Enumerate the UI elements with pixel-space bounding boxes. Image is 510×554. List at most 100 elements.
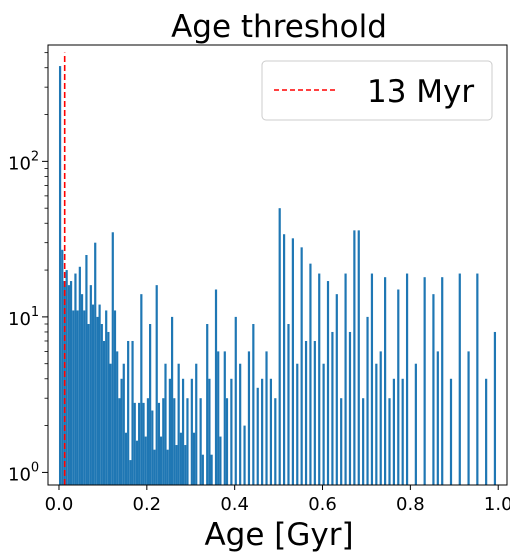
bar-52 bbox=[173, 398, 176, 485]
bar-79 bbox=[261, 378, 264, 485]
bar-33 bbox=[131, 340, 134, 485]
y-tick-label-2: 102 bbox=[8, 149, 39, 174]
bar-9 bbox=[78, 266, 81, 485]
y-axis: 100 101 102 bbox=[8, 52, 48, 485]
bar-62 bbox=[199, 398, 202, 485]
bar-0 bbox=[58, 66, 62, 485]
legend-label-13myr: 13 Myr bbox=[367, 74, 474, 110]
bar-34 bbox=[133, 402, 136, 485]
bar-45 bbox=[157, 402, 161, 485]
legend: 13 Myr bbox=[261, 60, 493, 121]
bar-77 bbox=[252, 324, 255, 485]
bar-53 bbox=[175, 445, 178, 485]
bar-48 bbox=[164, 363, 167, 485]
bar-112 bbox=[405, 273, 409, 485]
bars-group bbox=[58, 66, 497, 485]
bar-75 bbox=[243, 425, 246, 485]
x-tick-label-5: 1.0 bbox=[484, 494, 510, 515]
bar-107 bbox=[384, 277, 387, 485]
legend-box bbox=[261, 60, 493, 121]
bar-36 bbox=[138, 402, 141, 485]
bar-18 bbox=[98, 304, 101, 485]
bar-21 bbox=[105, 310, 108, 485]
bar-58 bbox=[186, 398, 189, 485]
bar-113 bbox=[414, 363, 417, 485]
x-tick-label-1: 0.2 bbox=[133, 494, 162, 515]
bar-86 bbox=[291, 238, 294, 485]
bar-116 bbox=[436, 351, 439, 485]
bar-26 bbox=[116, 351, 119, 485]
bar-88 bbox=[300, 247, 303, 485]
bar-91 bbox=[313, 340, 316, 485]
bar-67 bbox=[214, 289, 218, 485]
bar-54 bbox=[177, 363, 180, 485]
bar-92 bbox=[318, 273, 321, 485]
bar-83 bbox=[278, 208, 281, 485]
bar-23 bbox=[109, 363, 112, 485]
bar-13 bbox=[87, 324, 90, 485]
bar-74 bbox=[239, 363, 242, 485]
bar-109 bbox=[392, 378, 395, 485]
bar-121 bbox=[476, 273, 479, 485]
bar-46 bbox=[160, 436, 163, 485]
bar-1 bbox=[61, 249, 64, 485]
bar-117 bbox=[441, 277, 444, 485]
bar-41 bbox=[149, 324, 152, 485]
bar-28 bbox=[120, 378, 123, 485]
bar-57 bbox=[184, 445, 187, 485]
plot-area bbox=[47, 44, 508, 486]
bar-22 bbox=[107, 331, 110, 485]
bar-63 bbox=[201, 454, 204, 485]
bar-71 bbox=[225, 398, 229, 485]
bar-80 bbox=[265, 351, 268, 485]
bar-7 bbox=[74, 273, 77, 485]
bar-73 bbox=[234, 316, 237, 485]
bar-68 bbox=[217, 351, 220, 485]
bar-40 bbox=[146, 398, 150, 485]
x-tick-label-4: 0.8 bbox=[396, 494, 425, 515]
bar-111 bbox=[401, 378, 404, 485]
bar-118 bbox=[449, 378, 453, 485]
bar-31 bbox=[127, 340, 130, 485]
bar-8 bbox=[76, 310, 79, 485]
bar-29 bbox=[122, 363, 125, 485]
y-tick-label-1: 101 bbox=[8, 305, 39, 330]
bar-6 bbox=[72, 310, 75, 485]
bar-42 bbox=[151, 410, 154, 485]
bar-64 bbox=[206, 324, 209, 485]
bar-123 bbox=[493, 331, 497, 485]
bar-81 bbox=[269, 378, 273, 485]
bar-115 bbox=[432, 294, 435, 485]
bar-108 bbox=[388, 398, 391, 485]
bar-90 bbox=[309, 263, 312, 485]
bar-93 bbox=[322, 363, 325, 485]
bar-27 bbox=[118, 398, 121, 485]
x-axis-label: Age [Gyr] bbox=[204, 517, 353, 553]
bar-49 bbox=[166, 449, 169, 485]
bar-105 bbox=[375, 363, 378, 485]
x-tick-label-2: 0.4 bbox=[220, 494, 249, 515]
x-tick-label-0: 0.0 bbox=[45, 494, 74, 515]
bar-38 bbox=[142, 402, 145, 485]
bar-50 bbox=[168, 378, 171, 485]
bar-98 bbox=[344, 273, 347, 485]
bar-72 bbox=[230, 378, 233, 485]
bar-15 bbox=[91, 304, 95, 485]
bar-17 bbox=[96, 316, 99, 485]
bar-87 bbox=[296, 363, 299, 485]
bar-104 bbox=[370, 273, 374, 485]
bar-96 bbox=[335, 294, 338, 485]
bar-78 bbox=[256, 387, 259, 485]
x-axis: 0.0 0.2 0.4 0.6 0.8 1.0 bbox=[45, 485, 510, 515]
plot-frame bbox=[47, 44, 508, 486]
bar-103 bbox=[366, 316, 369, 485]
bar-35 bbox=[135, 440, 139, 485]
bar-122 bbox=[485, 378, 488, 485]
bar-51 bbox=[170, 316, 174, 485]
bar-5 bbox=[69, 281, 73, 485]
bar-37 bbox=[140, 294, 143, 485]
x-tick-label-3: 0.6 bbox=[308, 494, 337, 515]
bar-119 bbox=[458, 273, 461, 485]
bar-89 bbox=[304, 340, 308, 485]
